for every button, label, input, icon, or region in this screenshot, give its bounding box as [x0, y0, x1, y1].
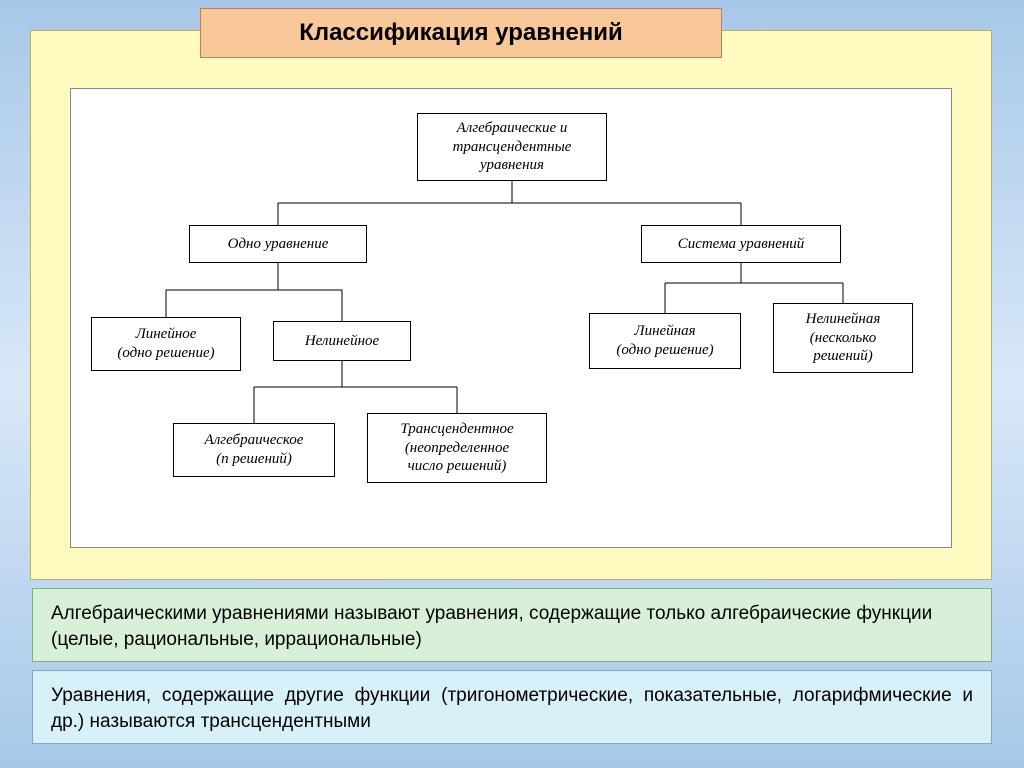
node-nonlinear_single: Нелинейное [273, 321, 411, 361]
definition-algebraic: Алгебраическими уравнениями называют ура… [32, 588, 992, 662]
node-transcendental: Трансцендентное(неопределенноечисло реше… [367, 413, 547, 483]
node-linear_sys: Линейная(одно решение) [589, 313, 741, 369]
node-nonlinear_sys: Нелинейная(несколькорешений) [773, 303, 913, 373]
node-single: Одно уравнение [189, 225, 367, 263]
node-root: Алгебраические итрансцендентныеуравнения [417, 113, 607, 181]
chart-area: Алгебраические итрансцендентныеуравнения… [70, 88, 952, 548]
page-title: Классификация уравнений [200, 8, 722, 58]
node-algebraic: Алгебраическое(n решений) [173, 423, 335, 477]
definition-transcendental: Уравнения, содержащие другие функции (тр… [32, 670, 992, 744]
node-system: Система уравнений [641, 225, 841, 263]
node-linear_single: Линейное(одно решение) [91, 317, 241, 371]
